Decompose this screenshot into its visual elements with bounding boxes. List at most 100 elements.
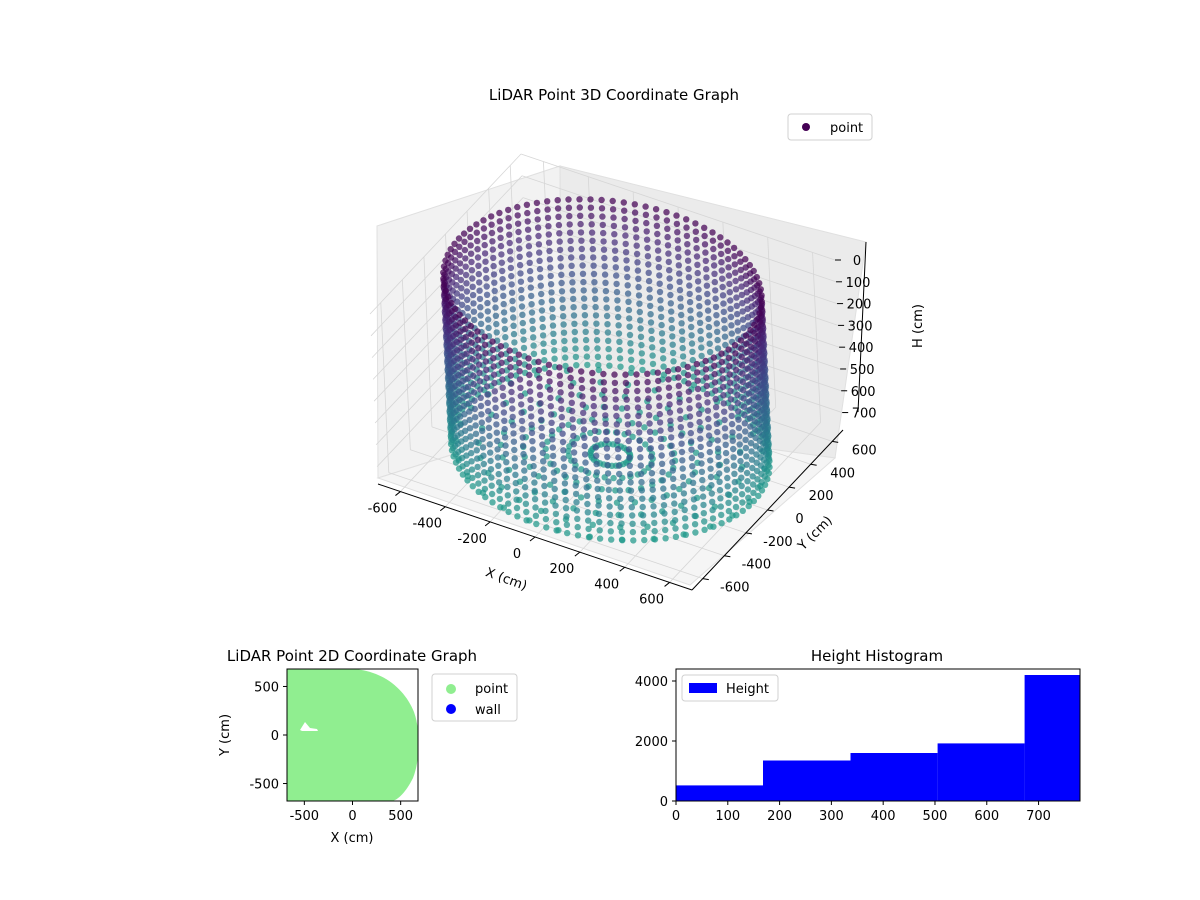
data-point-3d bbox=[551, 477, 558, 484]
data-point-3d bbox=[474, 328, 481, 335]
data-point-3d bbox=[648, 335, 655, 343]
x-tick-label-2d: 0 bbox=[348, 809, 356, 824]
data-point-3d bbox=[627, 487, 635, 494]
x-tick-label-hist: 0 bbox=[672, 809, 680, 824]
data-point-3d bbox=[705, 424, 712, 431]
data-point-3d bbox=[654, 239, 661, 246]
data-point-3d bbox=[528, 413, 535, 420]
data-point-3d bbox=[542, 515, 550, 523]
data-point-3d bbox=[638, 350, 645, 357]
data-point-3d bbox=[645, 269, 652, 276]
data-point-3d bbox=[692, 449, 700, 456]
data-point-3d bbox=[559, 430, 566, 437]
data-point-3d bbox=[655, 264, 663, 271]
data-point-3d bbox=[677, 303, 684, 310]
data-point-3d bbox=[758, 292, 765, 299]
data-point-3d bbox=[570, 312, 578, 319]
data-point-3d bbox=[612, 387, 619, 395]
data-point-3d bbox=[727, 297, 734, 304]
data-point-3d bbox=[554, 197, 561, 204]
data-point-3d bbox=[523, 201, 531, 208]
data-point-3d bbox=[750, 267, 757, 275]
data-point-3d bbox=[593, 469, 601, 476]
data-point-3d bbox=[733, 512, 740, 519]
data-point-3d bbox=[703, 282, 711, 289]
data-point-3d bbox=[441, 281, 448, 288]
data-point-3d bbox=[710, 254, 717, 261]
data-point-3d bbox=[465, 391, 472, 399]
data-point-3d bbox=[614, 305, 621, 312]
data-point-3d bbox=[665, 471, 672, 478]
data-point-3d bbox=[595, 366, 602, 374]
data-point-3d bbox=[616, 470, 623, 478]
data-point-3d bbox=[536, 383, 543, 390]
data-point-3d bbox=[706, 448, 713, 456]
data-point-3d bbox=[499, 392, 507, 400]
data-point-3d bbox=[651, 536, 659, 543]
data-point-3d bbox=[717, 495, 724, 502]
data-point-3d bbox=[656, 410, 663, 418]
data-point-3d bbox=[601, 263, 608, 270]
data-point-3d bbox=[678, 448, 686, 456]
data-point-3d bbox=[580, 418, 587, 425]
data-point-3d bbox=[710, 354, 717, 361]
data-point-3d bbox=[656, 288, 664, 296]
data-point-3d bbox=[667, 300, 674, 307]
data-point-3d bbox=[687, 315, 694, 322]
data-point-3d bbox=[679, 473, 687, 481]
data-point-3d bbox=[464, 477, 471, 484]
y-tick-label-3d: 200 bbox=[809, 489, 834, 504]
data-point-3d bbox=[530, 454, 537, 461]
data-point-3d bbox=[485, 416, 492, 423]
data-point-3d bbox=[593, 328, 600, 336]
data-point-3d bbox=[735, 424, 743, 432]
data-point-3d bbox=[468, 339, 475, 346]
data-point-3d bbox=[475, 262, 482, 269]
y-tick-label-hist: 4000 bbox=[635, 675, 668, 690]
data-point-3d bbox=[605, 337, 612, 344]
data-point-3d bbox=[580, 426, 588, 433]
data-point-3d bbox=[600, 238, 607, 245]
data-point-3d bbox=[547, 272, 554, 280]
data-point-3d bbox=[461, 317, 469, 324]
data-point-3d bbox=[698, 352, 705, 360]
data-point-3d bbox=[668, 308, 675, 315]
data-point-3d bbox=[562, 362, 569, 370]
data-point-3d bbox=[713, 420, 721, 427]
data-point-3d bbox=[511, 339, 518, 346]
data-point-3d bbox=[440, 269, 447, 276]
data-point-3d bbox=[702, 249, 709, 256]
data-point-3d bbox=[696, 427, 704, 434]
data-point-3d bbox=[462, 333, 469, 341]
data-point-3d bbox=[749, 464, 756, 472]
data-point-3d bbox=[677, 415, 684, 423]
data-point-3d bbox=[669, 459, 676, 466]
data-point-3d bbox=[579, 393, 586, 400]
data-point-3d bbox=[610, 474, 617, 482]
data-point-3d bbox=[751, 321, 758, 328]
data-point-3d bbox=[746, 406, 753, 414]
data-point-3d bbox=[469, 364, 477, 371]
data-point-3d bbox=[578, 237, 585, 244]
data-point-3d bbox=[503, 467, 510, 474]
wall-gap-2d bbox=[300, 722, 318, 731]
data-point-3d bbox=[732, 503, 740, 511]
data-point-3d bbox=[498, 351, 505, 358]
data-point-3d bbox=[624, 290, 632, 297]
data-point-3d bbox=[576, 204, 583, 211]
data-point-3d bbox=[551, 355, 558, 362]
data-point-3d bbox=[718, 511, 725, 519]
data-point-3d bbox=[560, 447, 567, 454]
data-point-3d bbox=[487, 466, 495, 473]
data-point-3d bbox=[735, 416, 742, 423]
data-point-3d bbox=[562, 496, 569, 504]
data-point-3d bbox=[571, 465, 579, 473]
data-point-3d bbox=[472, 430, 480, 437]
data-point-3d bbox=[603, 296, 610, 303]
data-point-3d bbox=[706, 348, 714, 356]
data-point-3d bbox=[655, 255, 662, 263]
data-point-3d bbox=[499, 384, 506, 391]
data-point-3d bbox=[734, 399, 741, 407]
grid-line-z bbox=[528, 306, 843, 413]
x-tick-label-3d: 600 bbox=[639, 592, 664, 607]
